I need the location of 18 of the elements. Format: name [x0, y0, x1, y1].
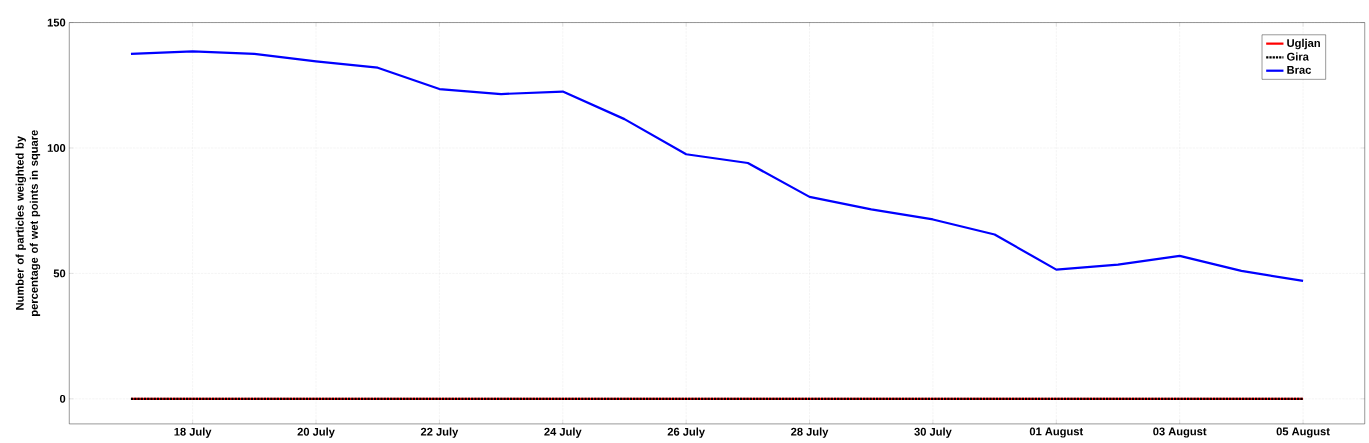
- x-tick-label: 01 August: [1029, 427, 1084, 438]
- x-tick-label: 28 July: [791, 427, 829, 438]
- y-tick-label: 100: [47, 143, 66, 152]
- x-tick-label: 30 July: [914, 427, 952, 438]
- legend-label: Ugljan: [1287, 38, 1320, 50]
- y-tick-label: 0: [59, 394, 66, 403]
- legend-label: Gira: [1287, 52, 1309, 61]
- x-tick-label: 26 July: [667, 427, 705, 438]
- x-tick-label: 05 August: [1276, 427, 1330, 438]
- x-tick-label: 18 July: [174, 427, 212, 438]
- x-tick-label: 20 July: [297, 427, 335, 438]
- legend-label: Brac: [1287, 66, 1312, 74]
- y-tick-label: 50: [53, 269, 66, 278]
- y-tick-label: 150: [47, 18, 66, 27]
- y-axis-title: Number of particles weighted by percentage of wet points in square: [15, 130, 41, 316]
- x-tick-label: 24 July: [544, 427, 582, 438]
- x-tick-label: 22 July: [420, 427, 459, 438]
- x-tick-label: 03 August: [1153, 427, 1207, 438]
